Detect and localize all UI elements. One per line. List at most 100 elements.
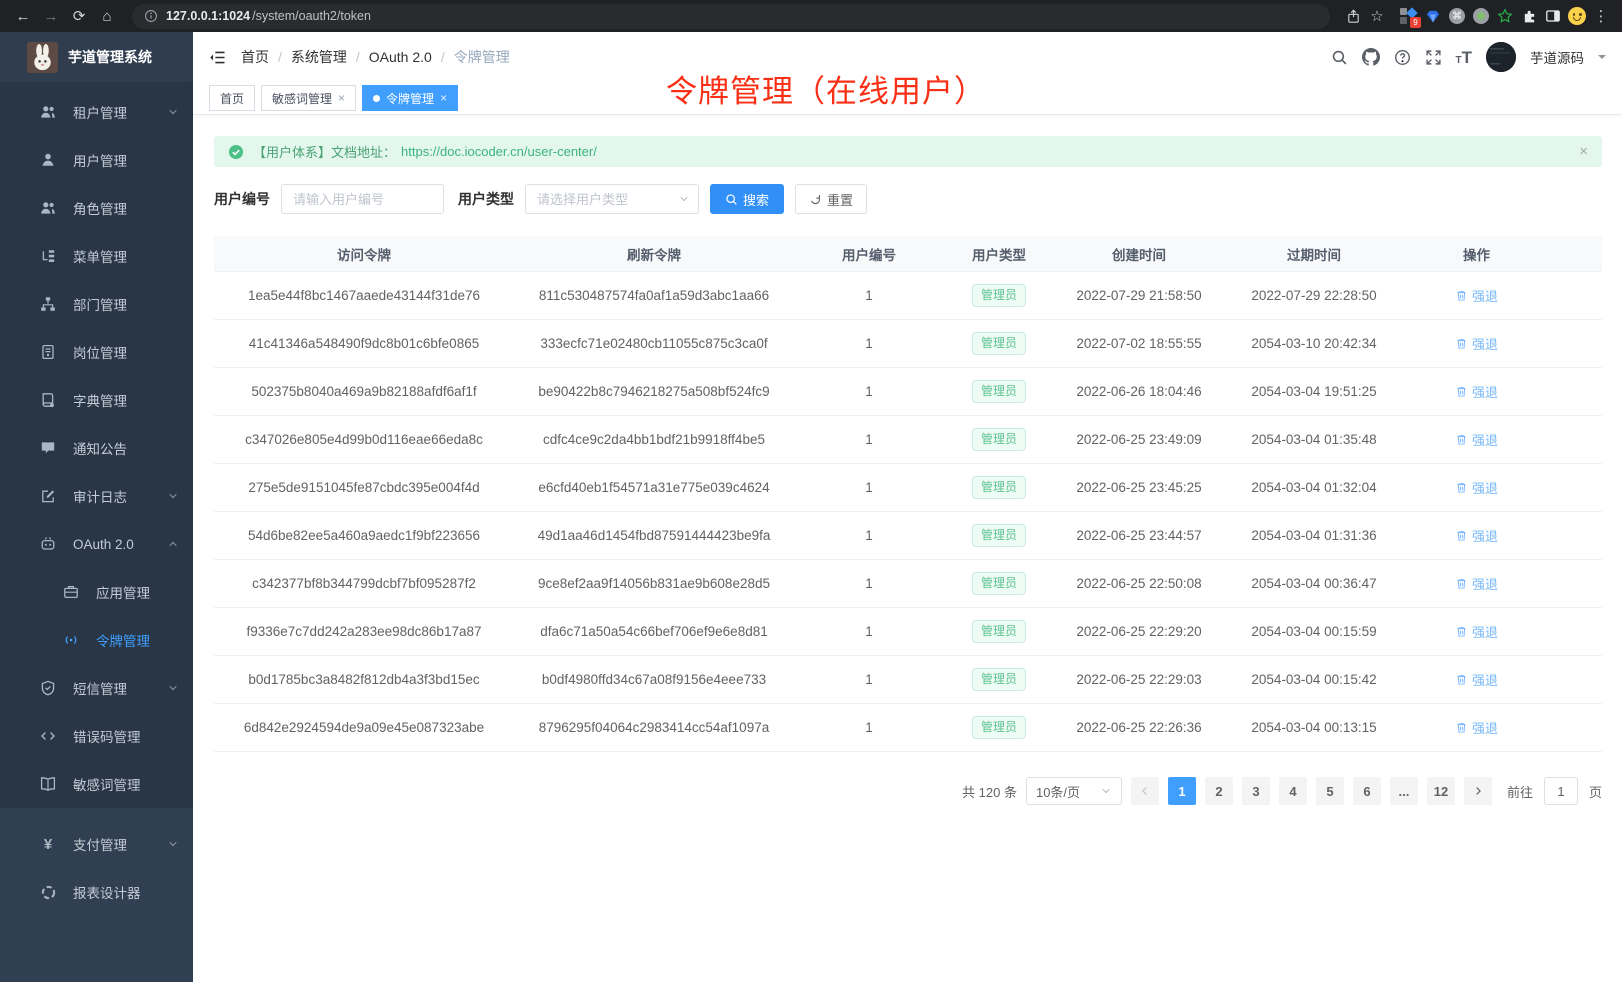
sidebar-item-menu[interactable]: 菜单管理: [0, 232, 193, 280]
force-logout-button[interactable]: 强退: [1455, 478, 1498, 497]
sidebar-item-role[interactable]: 角色管理: [0, 184, 193, 232]
page-button-2[interactable]: 2: [1204, 777, 1233, 805]
sidebar-item-sensitive[interactable]: 敏感词管理: [0, 760, 193, 808]
error-code-icon: [40, 728, 56, 744]
sidebar-item-sms[interactable]: 短信管理: [0, 664, 193, 712]
refresh-icon[interactable]: ⟳: [72, 8, 86, 25]
sidebar-item-oauth[interactable]: OAuth 2.0: [0, 520, 193, 568]
help-icon[interactable]: [1394, 49, 1411, 66]
force-logout-button[interactable]: 强退: [1455, 574, 1498, 593]
share-icon[interactable]: [1342, 5, 1364, 27]
breadcrumb-system[interactable]: 系统管理: [291, 47, 369, 67]
force-logout-button[interactable]: 强退: [1455, 286, 1498, 305]
tab-home[interactable]: 首页: [209, 85, 256, 111]
breadcrumb-oauth[interactable]: OAuth 2.0: [369, 49, 454, 65]
forward-icon[interactable]: →: [43, 7, 59, 25]
page-button-5[interactable]: 5: [1315, 777, 1344, 805]
sidebar-menu: 租户管理 用户管理 角色管理 菜单管理 部门管理 岗位管理: [0, 82, 193, 808]
force-logout-button[interactable]: 强退: [1455, 382, 1498, 401]
chevron-down-icon[interactable]: [1598, 55, 1606, 63]
page-button-12[interactable]: 12: [1426, 777, 1455, 805]
url-path: /system/oauth2/token: [252, 9, 371, 23]
user-type-label: 用户类型: [458, 191, 514, 207]
goto-page-input[interactable]: [1543, 777, 1578, 805]
trash-icon: [1456, 386, 1467, 397]
force-logout-button[interactable]: 强退: [1455, 430, 1498, 449]
force-logout-button[interactable]: 强退: [1455, 526, 1498, 545]
sidebar-item-report[interactable]: 报表设计器: [0, 868, 193, 916]
sidebar-item-notice[interactable]: 通知公告: [0, 424, 193, 472]
extension-recorder-icon[interactable]: [1470, 5, 1492, 27]
tab-close-icon[interactable]: [440, 92, 447, 104]
fold-menu-icon[interactable]: [209, 49, 226, 66]
page-size-select[interactable]: 10条/页: [1025, 777, 1122, 805]
search-icon[interactable]: [1331, 49, 1348, 66]
sidebar-item-pay[interactable]: 支付管理: [0, 820, 193, 868]
fullscreen-icon[interactable]: [1425, 49, 1442, 66]
force-logout-button[interactable]: 强退: [1455, 622, 1498, 641]
tab-close-icon[interactable]: [338, 92, 345, 104]
sidebar-item-errorcode[interactable]: 错误码管理: [0, 712, 193, 760]
sidebar-item-oauth-token[interactable]: 令牌管理: [0, 616, 193, 664]
page-more-button[interactable]: ...: [1389, 777, 1418, 805]
user-name[interactable]: 芋道源码: [1530, 51, 1584, 66]
user-type-select-input[interactable]: [525, 184, 699, 214]
user-id-input[interactable]: [281, 184, 444, 214]
logo-rabbit-image: [27, 41, 58, 73]
sidebar-item-tenant[interactable]: 租户管理: [0, 88, 193, 136]
trash-icon: [1456, 530, 1467, 541]
home-icon[interactable]: ⌂: [102, 7, 112, 25]
browser-menu-icon[interactable]: [1590, 5, 1612, 27]
prev-page-button[interactable]: [1130, 777, 1159, 805]
audit-log-icon: [40, 488, 56, 504]
alert-doc-link[interactable]: https://doc.iocoder.cn/user-center/: [401, 144, 597, 159]
browser-toolbar: ← → ⟳ ⌂ 127.0.0.1:1024/system/oauth2/tok…: [0, 0, 1622, 32]
tab-token-management[interactable]: 令牌管理: [362, 85, 459, 111]
page-button-4[interactable]: 4: [1278, 777, 1307, 805]
search-button[interactable]: 搜索: [710, 184, 785, 214]
col-created: 创建时间: [1112, 247, 1166, 263]
github-icon[interactable]: [1361, 48, 1380, 66]
reset-button[interactable]: 重置: [795, 184, 868, 214]
sidebar-item-user[interactable]: 用户管理: [0, 136, 193, 184]
extension-badge: 9: [1410, 17, 1421, 28]
back-icon[interactable]: ←: [15, 7, 31, 25]
next-page-button[interactable]: [1463, 777, 1492, 805]
sidebar-item-post[interactable]: 岗位管理: [0, 328, 193, 376]
user-avatar[interactable]: [1486, 42, 1516, 72]
announcement-icon: [40, 440, 56, 456]
site-info-icon[interactable]: [144, 9, 158, 23]
sidebar-item-audit[interactable]: 审计日志: [0, 472, 193, 520]
col-expires: 过期时间: [1287, 247, 1341, 263]
force-logout-button[interactable]: 强退: [1455, 670, 1498, 689]
trash-icon: [1456, 482, 1467, 493]
tenant-users-icon: [40, 104, 56, 120]
page-button-6[interactable]: 6: [1352, 777, 1381, 805]
role-users-icon: [40, 200, 56, 216]
page-button-1[interactable]: 1: [1167, 777, 1196, 805]
sidebar-item-oauth-app[interactable]: 应用管理: [0, 568, 193, 616]
app-logo[interactable]: 芋道管理系统: [0, 32, 193, 82]
page-button-3[interactable]: 3: [1241, 777, 1270, 805]
tab-sensitive-words[interactable]: 敏感词管理: [261, 85, 357, 111]
extension-gem-icon[interactable]: [1422, 5, 1444, 27]
sidebar-item-dict[interactable]: 字典管理: [0, 376, 193, 424]
extension-star-icon[interactable]: [1494, 5, 1516, 27]
sidebar-item-dept[interactable]: 部门管理: [0, 280, 193, 328]
sms-shield-icon: [40, 680, 56, 696]
alert-close-icon[interactable]: [1579, 143, 1588, 160]
user-type-select[interactable]: [525, 184, 699, 214]
sensitive-words-icon: [40, 776, 56, 792]
extension-command-icon[interactable]: [1446, 5, 1468, 27]
breadcrumb-home[interactable]: 首页: [241, 47, 291, 67]
bookmark-star-icon[interactable]: [1366, 5, 1388, 27]
profile-avatar-icon[interactable]: [1566, 5, 1588, 27]
address-bar[interactable]: 127.0.0.1:1024/system/oauth2/token: [132, 3, 1330, 29]
user-type-tag: 管理员: [971, 380, 1026, 403]
extension-tampermonkey-icon[interactable]: 9: [1398, 5, 1421, 28]
force-logout-button[interactable]: 强退: [1455, 334, 1498, 353]
force-logout-button[interactable]: 强退: [1455, 718, 1498, 737]
split-view-icon[interactable]: [1542, 5, 1564, 27]
extensions-puzzle-icon[interactable]: [1518, 5, 1540, 27]
